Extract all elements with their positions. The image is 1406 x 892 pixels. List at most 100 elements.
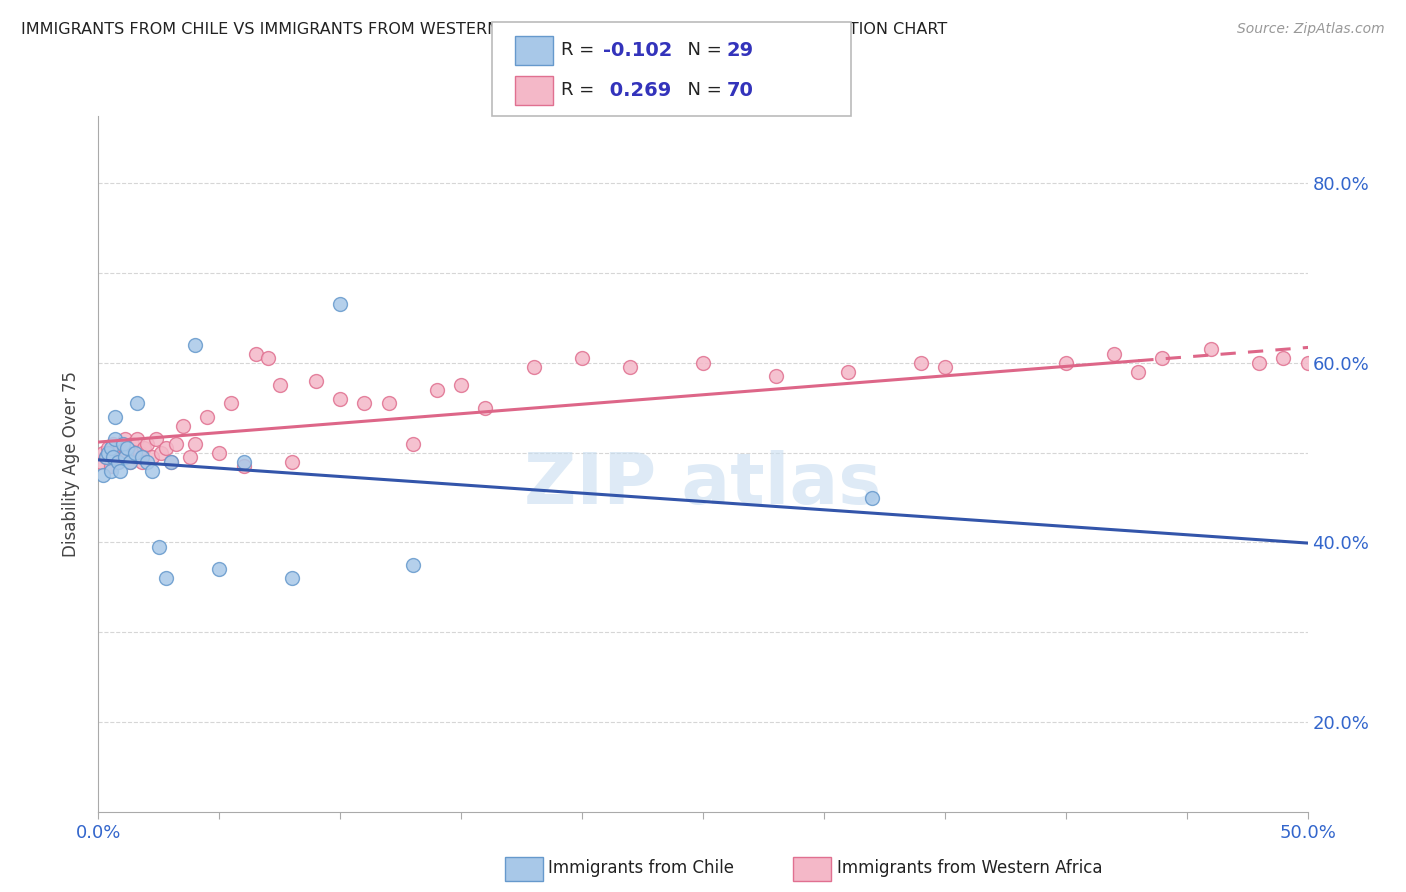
Point (131, 450, 153, 464)
Point (150, 445, 173, 459)
Point (1102, 347, 1125, 361)
Point (232, 459, 254, 474)
Point (195, 409, 218, 424)
Point (692, 356, 714, 370)
Point (91, 445, 114, 459)
Point (1272, 351, 1295, 366)
Point (124, 445, 146, 459)
Point (117, 445, 139, 459)
Point (208, 445, 231, 459)
Point (100, 441, 122, 455)
Text: 29: 29 (727, 41, 754, 60)
Point (91, 468, 114, 483)
Point (860, 491, 883, 505)
Point (100, 464, 122, 478)
Point (281, 454, 304, 468)
Text: 0.269: 0.269 (603, 81, 672, 100)
Point (127, 432, 149, 446)
Point (450, 378, 472, 392)
Text: Immigrants from Chile: Immigrants from Chile (548, 859, 734, 877)
Point (281, 571, 304, 585)
Point (94, 450, 117, 464)
Point (104, 450, 127, 464)
Point (402, 558, 425, 572)
Point (108, 441, 131, 455)
Point (1344, 343, 1367, 357)
Point (145, 432, 167, 446)
Point (100, 459, 122, 474)
Point (1199, 343, 1222, 357)
Y-axis label: Disability Age Over 75: Disability Age Over 75 (62, 371, 80, 557)
Point (1369, 343, 1392, 357)
Text: N =: N = (676, 42, 728, 60)
Point (107, 454, 129, 468)
Point (184, 436, 207, 450)
Point (97, 441, 120, 455)
Point (269, 378, 291, 392)
Point (256, 351, 278, 366)
Point (104, 409, 127, 424)
Point (934, 360, 956, 375)
Point (101, 436, 124, 450)
Point (155, 441, 177, 455)
Point (353, 396, 375, 410)
Point (910, 356, 932, 370)
Text: R =: R = (561, 81, 600, 99)
Point (571, 351, 593, 366)
Point (165, 436, 187, 450)
Point (127, 396, 149, 410)
Point (141, 450, 163, 464)
Text: 70: 70 (727, 81, 754, 100)
Text: IMMIGRANTS FROM CHILE VS IMMIGRANTS FROM WESTERN AFRICA DISABILITY AGE OVER 75 C: IMMIGRANTS FROM CHILE VS IMMIGRANTS FROM… (21, 22, 948, 37)
Point (107, 454, 129, 468)
Text: Immigrants from Western Africa: Immigrants from Western Africa (837, 859, 1102, 877)
Point (97, 445, 120, 459)
Point (155, 571, 177, 585)
Point (135, 454, 157, 468)
Point (1152, 351, 1174, 366)
Point (141, 464, 163, 478)
Point (221, 396, 243, 410)
Point (1249, 356, 1271, 370)
Point (179, 450, 201, 464)
Point (160, 454, 183, 468)
Point (377, 396, 399, 410)
Point (118, 454, 141, 468)
Point (94, 450, 117, 464)
Point (90, 454, 112, 468)
Point (245, 347, 267, 361)
Point (765, 369, 787, 384)
Point (329, 392, 352, 406)
Point (1296, 356, 1319, 370)
Point (426, 383, 449, 397)
Point (172, 418, 194, 433)
Point (111, 436, 134, 450)
Point (118, 454, 141, 468)
Text: Source: ZipAtlas.com: Source: ZipAtlas.com (1237, 22, 1385, 37)
Point (124, 450, 146, 464)
Point (1357, 347, 1379, 361)
Point (135, 436, 157, 450)
Point (232, 454, 254, 468)
Point (523, 360, 546, 375)
Text: N =: N = (676, 81, 728, 99)
Point (305, 374, 328, 388)
Point (148, 540, 170, 554)
Point (619, 360, 641, 375)
Point (1128, 365, 1150, 379)
Point (184, 338, 207, 352)
Point (1381, 347, 1403, 361)
Point (1393, 343, 1406, 357)
Point (114, 432, 136, 446)
Point (402, 436, 425, 450)
Point (117, 441, 139, 455)
Point (474, 401, 496, 415)
Text: R =: R = (561, 42, 600, 60)
Point (121, 436, 143, 450)
Point (1054, 356, 1077, 370)
Point (134, 441, 156, 455)
Point (104, 432, 127, 446)
Point (131, 454, 153, 468)
Point (837, 365, 859, 379)
Point (101, 450, 124, 464)
